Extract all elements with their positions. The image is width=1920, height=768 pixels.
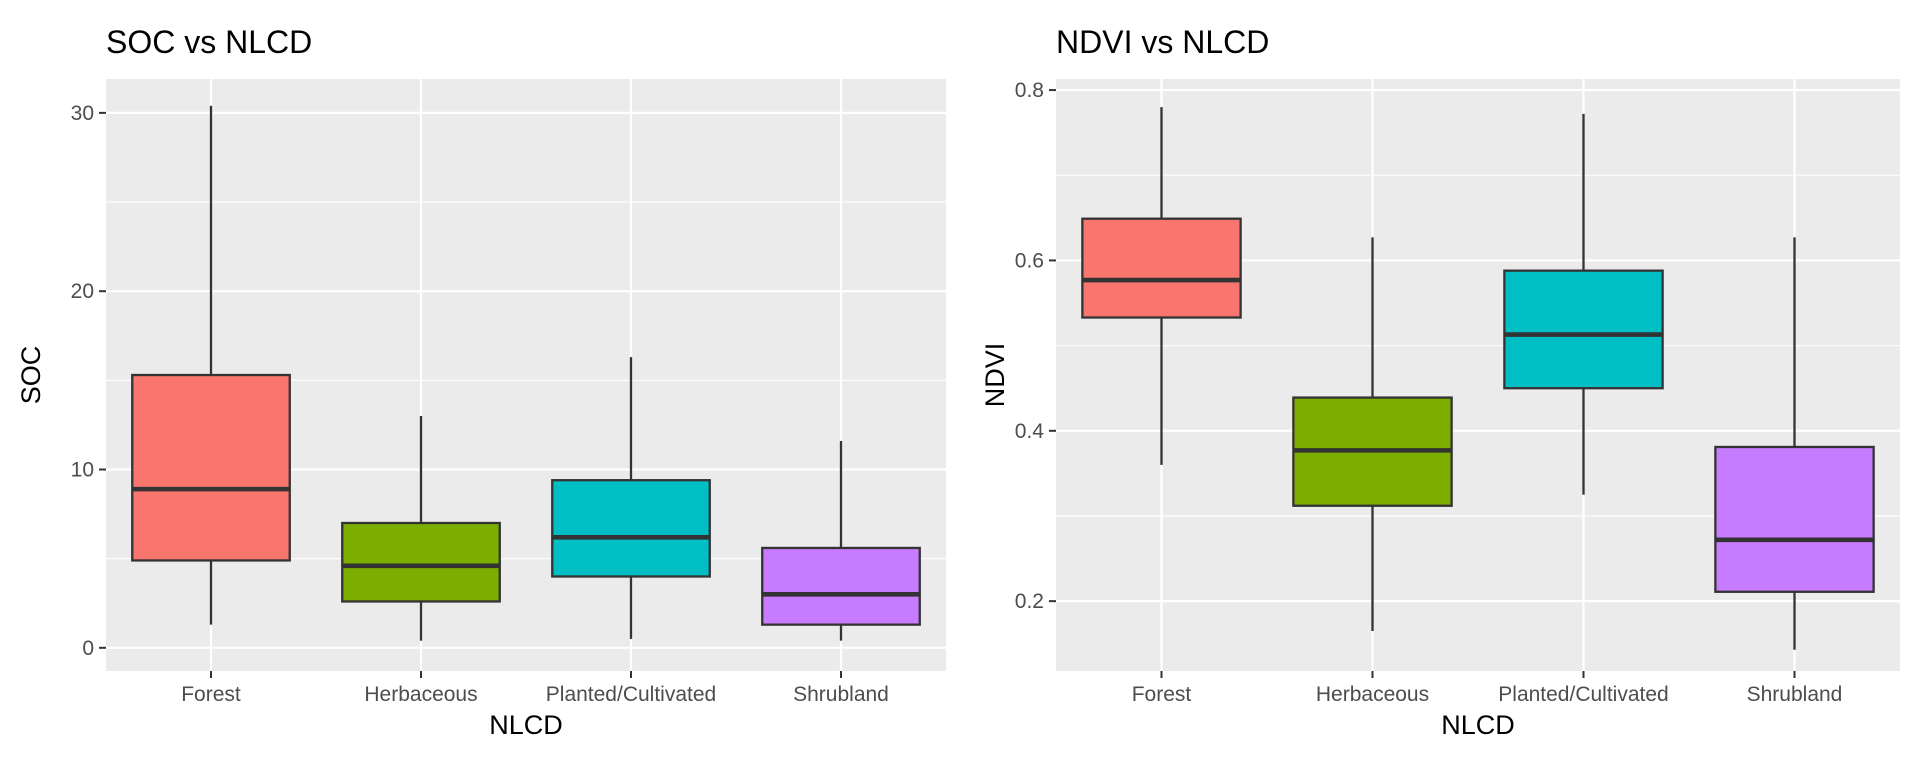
y-tick-label: 20 bbox=[71, 280, 94, 303]
box-forest bbox=[131, 105, 291, 625]
box-planted-cultivated bbox=[1503, 113, 1664, 495]
box-body bbox=[131, 373, 291, 562]
box-body bbox=[1714, 445, 1875, 593]
box-shrubland bbox=[1714, 237, 1875, 650]
box-forest bbox=[1081, 107, 1242, 465]
y-tick-label: 0.4 bbox=[1015, 420, 1045, 443]
box-shrubland bbox=[761, 440, 921, 641]
x-tick-label: Forest bbox=[181, 683, 241, 706]
chart-title: NDVI vs NLCD bbox=[1056, 24, 1269, 60]
box-planted-cultivated bbox=[551, 357, 711, 639]
y-tick-label: 0 bbox=[82, 637, 94, 660]
y-tick-label: 10 bbox=[71, 459, 94, 482]
x-tick-label: Planted/Cultivated bbox=[546, 683, 716, 706]
box-body bbox=[1503, 269, 1664, 390]
x-axis-title: NLCD bbox=[1441, 710, 1515, 740]
box-body bbox=[341, 521, 501, 603]
chart-svg: NDVI vs NLCD 0.2 0.4 0.6 0.8 Forest Herbaceous… bbox=[980, 24, 1900, 740]
y-tick-label: 0.6 bbox=[1015, 249, 1044, 272]
soc-chart: SOC vs NLCD 0 10 20 30 Forest Herbaceous Plante… bbox=[16, 24, 946, 740]
box-body bbox=[761, 546, 921, 626]
y-tick-label: 0.2 bbox=[1015, 590, 1044, 613]
chart-svg: SOC vs NLCD 0 10 20 30 Forest Herbaceous Plante… bbox=[16, 24, 946, 740]
x-tick-label: Forest bbox=[1132, 683, 1192, 706]
x-axis-title: NLCD bbox=[489, 710, 563, 740]
y-axis-title: SOC bbox=[16, 346, 46, 405]
ndvi-chart: NDVI vs NLCD 0.2 0.4 0.6 0.8 Forest Herbaceous… bbox=[960, 0, 1920, 768]
y-tick-label: 30 bbox=[71, 102, 94, 125]
box-body bbox=[551, 479, 711, 578]
y-tick-label: 0.8 bbox=[1015, 79, 1044, 102]
x-tick-label: Shrubland bbox=[1747, 683, 1843, 706]
x-tick-label: Herbaceous bbox=[364, 683, 477, 706]
chart-title: SOC vs NLCD bbox=[106, 24, 312, 60]
x-tick-label: Herbaceous bbox=[1316, 683, 1429, 706]
box-body bbox=[1081, 217, 1242, 319]
box-herbaceous bbox=[1292, 237, 1453, 631]
x-tick-label: Planted/Cultivated bbox=[1498, 683, 1668, 706]
y-axis-title: NDVI bbox=[980, 343, 1010, 408]
x-tick-label: Shrubland bbox=[793, 683, 889, 706]
box-herbaceous bbox=[341, 416, 501, 641]
